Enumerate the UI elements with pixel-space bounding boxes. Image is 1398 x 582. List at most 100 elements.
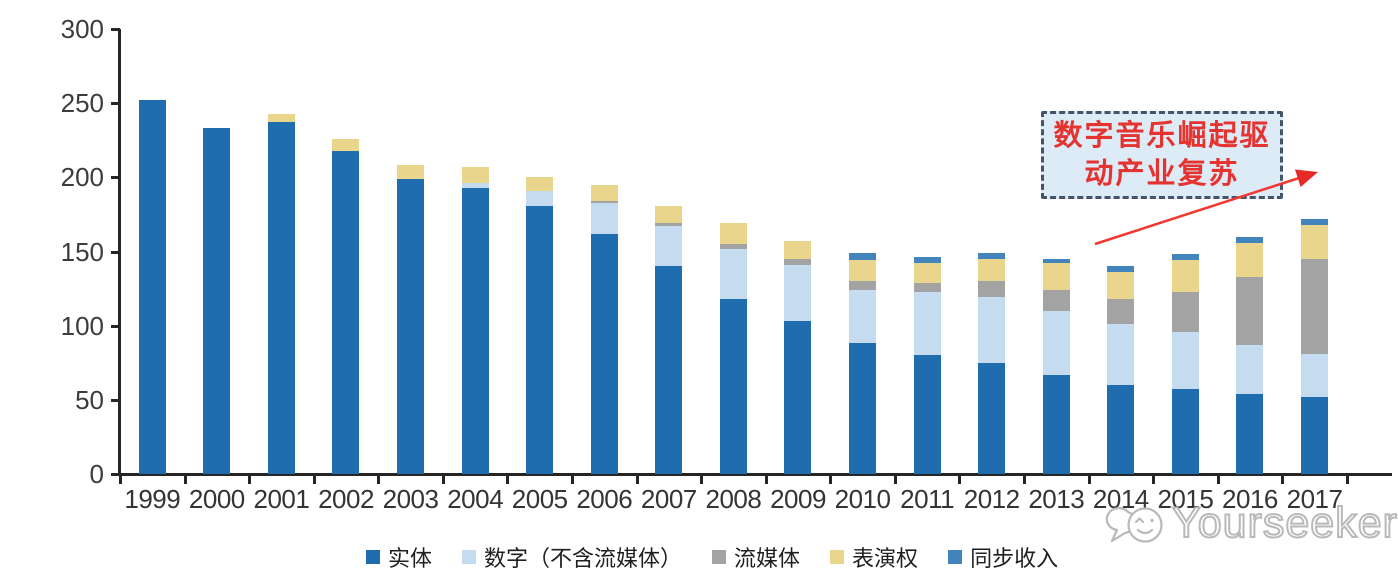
bar-segment-数字（不含流媒体） — [913, 291, 941, 356]
bar-segment-表演权 — [526, 177, 554, 191]
bar-segment-表演权 — [1171, 260, 1199, 292]
stacked-bar-2000 — [203, 128, 231, 474]
legend-item-流媒体: 流媒体 — [712, 541, 800, 573]
y-tick — [111, 28, 120, 31]
legend-label: 表演权 — [852, 546, 919, 571]
bar-segment-实体 — [332, 150, 360, 474]
legend-label: 同步收入 — [970, 546, 1059, 571]
legend-item-数字（不含流媒体）: 数字（不含流媒体） — [462, 541, 682, 573]
bar-segment-同步收入 — [1171, 254, 1199, 261]
stacked-bar-2003 — [397, 165, 425, 474]
legend-label: 流媒体 — [734, 546, 801, 571]
x-category-label: 2009 — [770, 484, 826, 514]
x-axis-line — [118, 473, 1392, 476]
bar-segment-数字（不含流媒体） — [526, 190, 554, 206]
bar-segment-表演权 — [849, 260, 877, 282]
bar-segment-数字（不含流媒体） — [784, 264, 812, 322]
bar-segment-同步收入 — [913, 257, 941, 264]
y-tick — [111, 473, 120, 476]
bar-segment-流媒体 — [1171, 291, 1199, 332]
bar-segment-实体 — [913, 355, 941, 474]
annotation-text-line2: 动产业复苏 — [1084, 158, 1240, 190]
bar-segment-流媒体 — [978, 281, 1006, 298]
bar-segment-实体 — [267, 122, 295, 474]
legend-item-实体: 实体 — [366, 541, 432, 573]
x-tick — [1022, 476, 1026, 484]
x-category-label: 2016 — [1222, 484, 1278, 514]
y-tick — [111, 250, 120, 254]
legend-label: 实体 — [388, 546, 433, 571]
annotation-text-line1: 数字音乐崛起驱 — [1053, 120, 1271, 152]
stacked-bar-2005 — [526, 177, 554, 474]
x-tick — [506, 476, 510, 484]
bar-segment-数字（不含流媒体） — [1042, 310, 1070, 375]
x-category-label: 2017 — [1286, 484, 1343, 514]
bar-segment-流媒体 — [913, 282, 941, 292]
stacked-bar-2011 — [913, 257, 941, 474]
bar-segment-表演权 — [784, 241, 812, 259]
bar-segment-实体 — [397, 178, 425, 474]
bar-segment-实体 — [849, 343, 877, 474]
x-category-label: 2011 — [900, 484, 955, 514]
legend-swatch-icon — [462, 550, 477, 564]
stacked-bar-2016 — [1236, 236, 1264, 474]
annotation-callout: 数字音乐崛起驱 动产业复苏 — [1041, 111, 1283, 199]
bar-segment-流媒体 — [655, 223, 683, 227]
bar-segment-表演权 — [1301, 224, 1329, 259]
x-category-label: 2000 — [188, 484, 245, 514]
x-category-label: 2006 — [576, 484, 633, 514]
bar-segment-实体 — [655, 266, 683, 474]
y-tick — [111, 102, 120, 106]
y-tick-label: 100 — [60, 310, 104, 341]
y-tick-label: 0 — [89, 459, 104, 489]
bar-segment-同步收入 — [849, 252, 877, 261]
x-category-label: 2007 — [640, 484, 697, 514]
bar-segment-实体 — [461, 187, 489, 474]
x-tick — [1216, 476, 1220, 484]
x-category-label: 2012 — [963, 484, 1020, 514]
x-category-label: 2001 — [253, 484, 310, 514]
x-tick — [377, 476, 381, 484]
bar-segment-表演权 — [1042, 263, 1070, 291]
x-tick — [183, 476, 187, 484]
bar-segment-表演权 — [397, 165, 425, 179]
bar-segment-实体 — [590, 233, 618, 474]
bar-segment-同步收入 — [1107, 266, 1135, 273]
bar-segment-流媒体 — [1042, 290, 1070, 311]
watermark: Yourseeker — [1104, 497, 1398, 549]
y-axis-line — [118, 29, 121, 475]
stacked-bar-2001 — [267, 113, 295, 474]
stacked-bar-2013 — [1042, 258, 1070, 474]
y-tick-label: 250 — [60, 88, 104, 119]
bar-segment-实体 — [1042, 374, 1070, 474]
bar-segment-表演权 — [913, 263, 941, 283]
x-category-label: 2002 — [318, 484, 374, 514]
x-tick — [570, 476, 574, 484]
bar-segment-数字（不含流媒体） — [655, 226, 683, 267]
legend-swatch-icon — [830, 550, 845, 564]
x-tick — [829, 476, 833, 484]
annotation-arrow-icon — [1094, 169, 1318, 246]
x-tick — [958, 476, 962, 484]
bar-segment-表演权 — [978, 258, 1006, 282]
bar-segment-表演权 — [719, 223, 747, 245]
bar-segment-数字（不含流媒体） — [590, 202, 618, 234]
bar-segment-实体 — [1107, 384, 1135, 474]
x-tick — [1345, 476, 1349, 484]
legend-swatch-icon — [712, 550, 727, 564]
legend-item-同步收入: 同步收入 — [948, 541, 1058, 573]
legend-swatch-icon — [948, 550, 963, 564]
x-tick — [893, 476, 897, 484]
watermark-text: Yourseeker — [1171, 498, 1398, 548]
bar-segment-表演权 — [655, 205, 683, 224]
y-tick-label: 300 — [60, 14, 104, 44]
bar-segment-数字（不含流媒体） — [1171, 331, 1199, 390]
y-tick — [111, 398, 120, 402]
x-tick — [119, 476, 122, 484]
bar-segment-表演权 — [267, 113, 295, 123]
yourseeker-logo-icon — [1105, 507, 1163, 543]
bar-segment-同步收入 — [978, 252, 1006, 259]
x-tick — [764, 476, 768, 484]
bar-segment-实体 — [138, 100, 166, 474]
x-category-label: 1999 — [124, 484, 181, 514]
